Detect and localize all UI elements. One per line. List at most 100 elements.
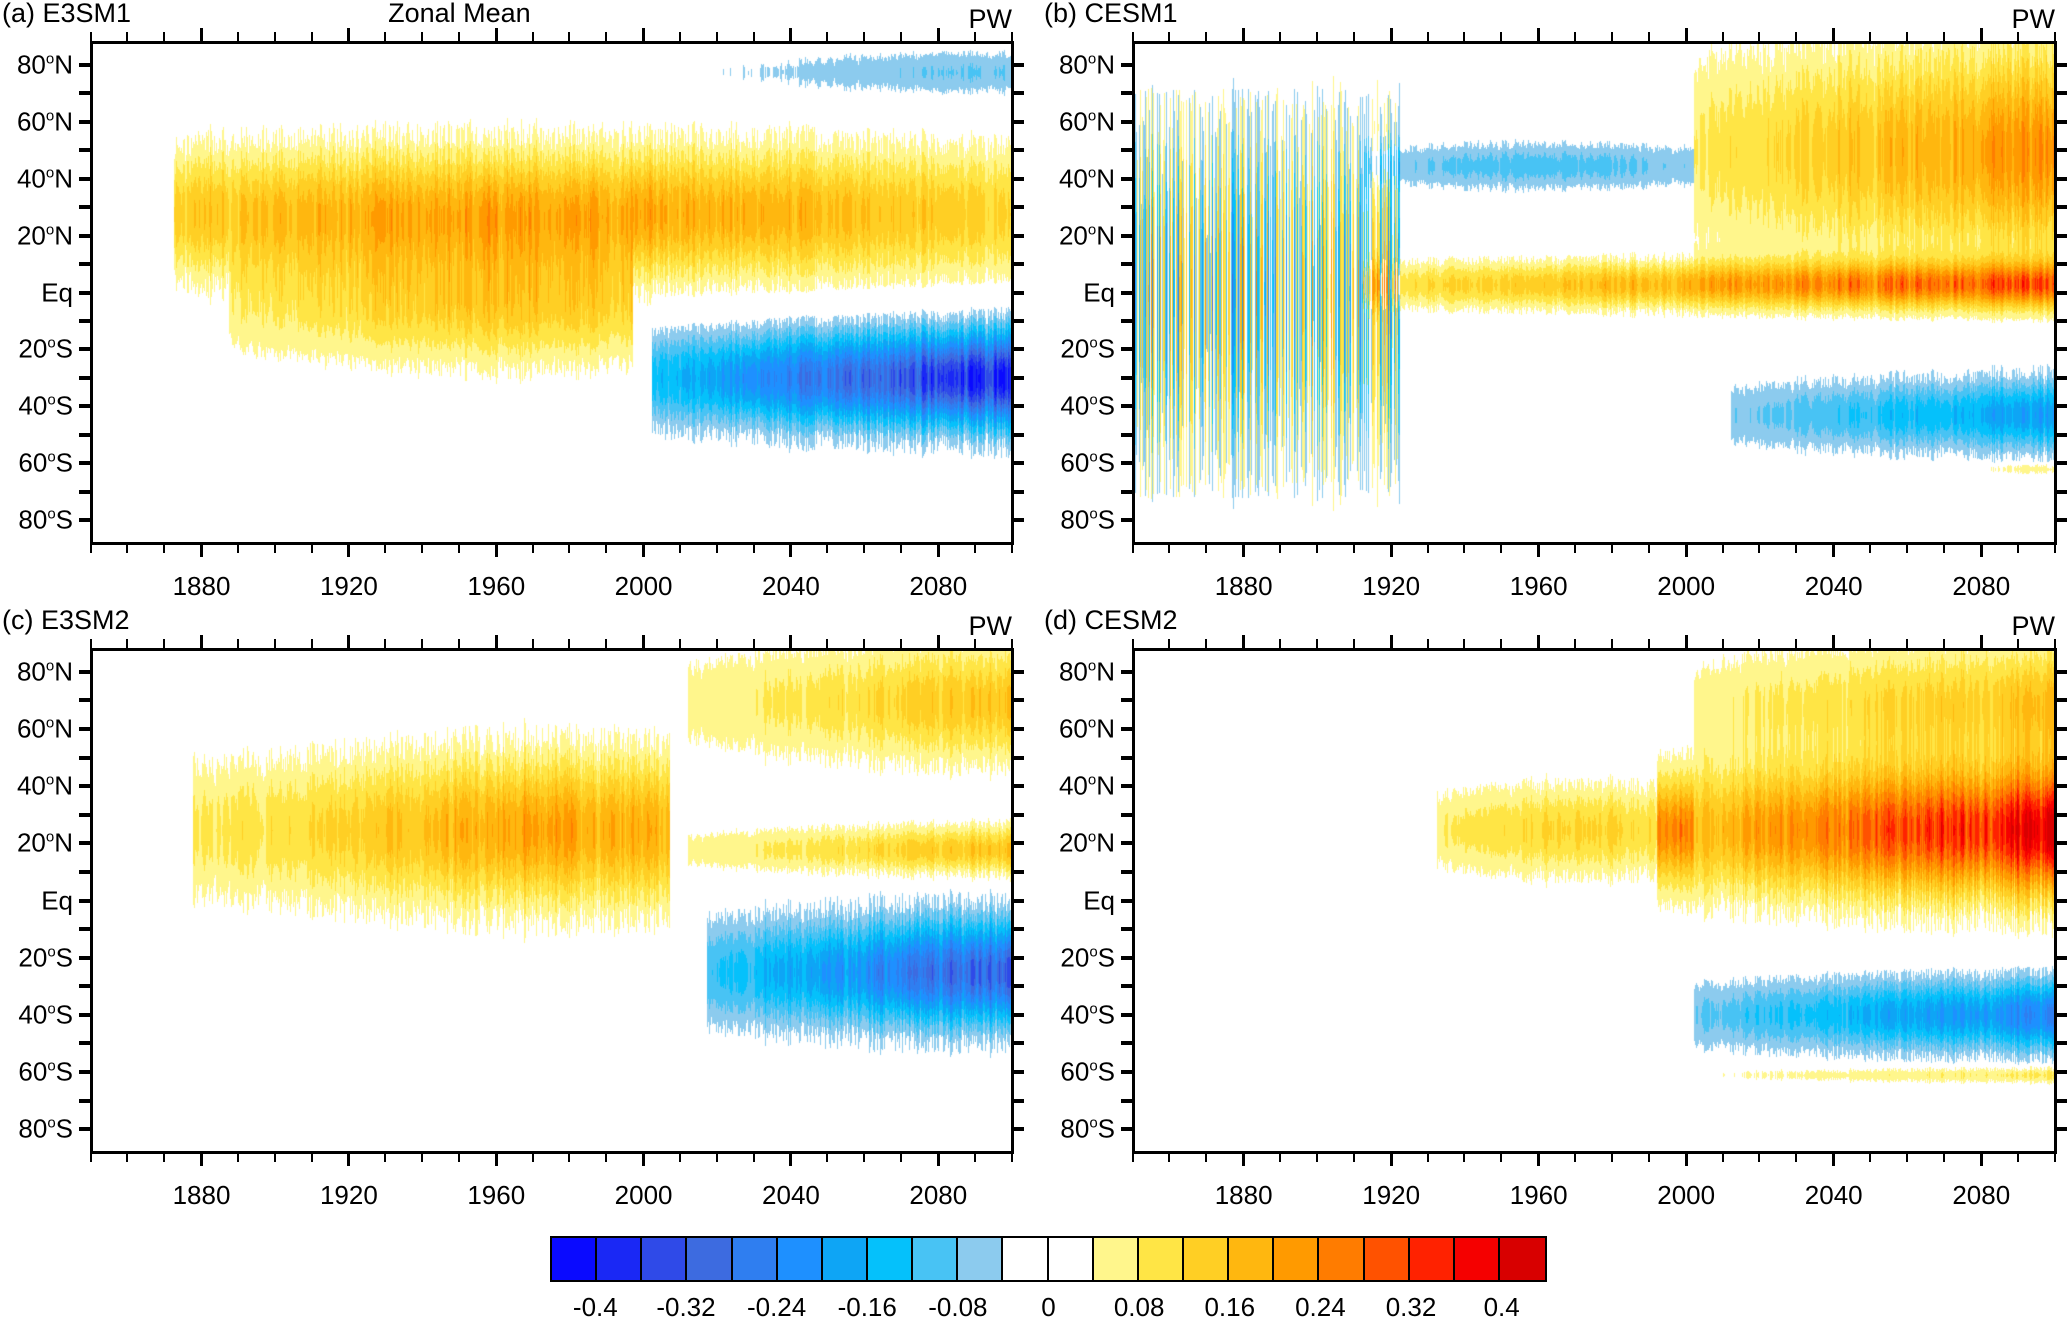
ytick-major (79, 62, 91, 67)
ytick-label: 80oN (1058, 656, 1115, 687)
xtick-label: 2040 (762, 571, 820, 601)
ytick-minor (2055, 927, 2067, 932)
ytick-major (2055, 404, 2067, 409)
xtick-major (642, 1152, 646, 1166)
colorbar-box (597, 1238, 643, 1280)
ytick-minor (79, 1041, 91, 1046)
plot-area (1132, 648, 2057, 1154)
xtick-label: 2000 (1657, 571, 1716, 601)
xtick-minor (89, 1152, 92, 1162)
xtick-label: 1920 (319, 571, 378, 601)
xtick-minor (1168, 1152, 1171, 1162)
xtick-minor (236, 32, 239, 42)
ytick-minor (1121, 812, 1133, 817)
ytick-minor (79, 698, 91, 703)
xtick-minor (1905, 32, 1908, 42)
ytick-minor (1012, 755, 1024, 760)
xtick-major (1537, 543, 1541, 557)
ytick-label: 20oN (16, 220, 73, 251)
ytick-major (1121, 955, 1133, 960)
colorbar-box (642, 1238, 688, 1280)
xtick-major (1389, 543, 1393, 557)
xtick-major (494, 543, 498, 557)
xtick-minor (678, 32, 681, 42)
xtick-minor (1942, 1152, 1945, 1162)
xtick-minor (236, 1152, 239, 1162)
xtick-minor (1010, 543, 1013, 553)
xtick-minor (384, 639, 387, 649)
ytick-label: 60oS (1060, 447, 1115, 478)
ytick-label: 60oN (16, 106, 73, 137)
ytick-minor (1012, 262, 1024, 267)
ytick-label: 80oS (1060, 504, 1115, 535)
ytick-major (79, 1069, 91, 1074)
ytick-major (1012, 955, 1024, 960)
ytick-major (2055, 176, 2067, 181)
ytick-major (1121, 233, 1133, 238)
ytick-label: 40oN (1058, 163, 1115, 194)
variable-label: PW (2011, 611, 2056, 641)
xtick-minor (2016, 1152, 2019, 1162)
ytick-minor (1121, 432, 1133, 437)
xtick-minor (715, 543, 718, 553)
ytick-major (1012, 898, 1024, 903)
ytick-major (2055, 955, 2067, 960)
xtick-minor (126, 639, 129, 649)
ytick-minor (1012, 927, 1024, 932)
xtick-minor (826, 639, 829, 649)
xtick-minor (1574, 32, 1577, 42)
xtick-minor (384, 32, 387, 42)
xtick-minor (531, 543, 534, 553)
xtick-minor (1168, 32, 1171, 42)
ytick-major (1012, 727, 1024, 732)
ytick-label: 80oS (1060, 1113, 1115, 1144)
xtick-minor (899, 32, 902, 42)
xtick-minor (1205, 639, 1208, 649)
xtick-minor (899, 639, 902, 649)
ytick-major (1012, 119, 1024, 124)
xtick-major (789, 1152, 793, 1166)
colorbar-tick-label: 0.4 (1483, 1292, 1520, 1322)
xtick-major (494, 635, 498, 649)
xtick-label: 1880 (172, 571, 231, 601)
ytick-major (79, 404, 91, 409)
xtick-label: 2000 (614, 1180, 673, 1210)
ytick-major (1012, 1012, 1024, 1017)
colorbar-tick-label: 0.16 (1204, 1292, 1256, 1322)
xtick-major (1242, 1152, 1246, 1166)
xtick-minor (2053, 32, 2056, 42)
ytick-major (1121, 176, 1133, 181)
ytick-major (79, 518, 91, 523)
colorbar-box (1229, 1238, 1275, 1280)
xtick-minor (126, 543, 129, 553)
xtick-major (200, 635, 204, 649)
xtick-minor (1205, 543, 1208, 553)
ytick-label: 20oS (18, 333, 73, 364)
ytick-major (1121, 1127, 1133, 1132)
xtick-minor (1610, 543, 1613, 553)
xtick-major (347, 635, 351, 649)
xtick-major (494, 28, 498, 42)
xtick-minor (1463, 543, 1466, 553)
xtick-major (789, 543, 793, 557)
xtick-minor (605, 32, 608, 42)
ytick-major (1012, 347, 1024, 352)
ytick-major (79, 290, 91, 295)
xtick-minor (89, 543, 92, 553)
xtick-minor (1315, 543, 1318, 553)
colorbar-tick-label: 0.08 (1113, 1292, 1165, 1322)
xtick-minor (1869, 639, 1872, 649)
ytick-minor (2055, 318, 2067, 323)
xtick-minor (1426, 1152, 1429, 1162)
ytick-major (1012, 669, 1024, 674)
ytick-major (2055, 347, 2067, 352)
ytick-label: 80oS (18, 504, 73, 535)
ytick-major (79, 176, 91, 181)
ytick-minor (79, 489, 91, 494)
ytick-minor (1012, 375, 1024, 380)
xtick-minor (605, 639, 608, 649)
xtick-minor (273, 1152, 276, 1162)
xtick-minor (89, 639, 92, 649)
ytick-major (1012, 1127, 1024, 1132)
colorbar-box (552, 1238, 598, 1280)
